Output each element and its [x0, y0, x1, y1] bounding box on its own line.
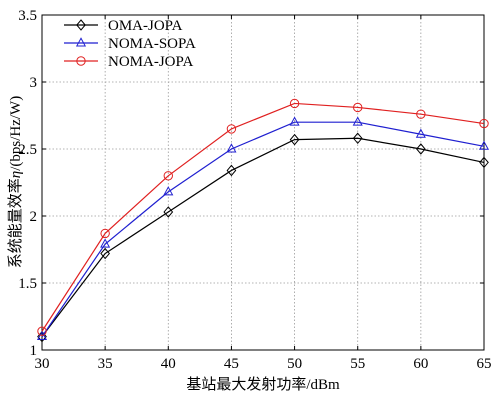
y-axis-title: 系统能量效率η/(bps/Hz/W): [7, 96, 24, 268]
y-axis-title-suffix: /(bps/Hz/W): [8, 96, 24, 171]
data-point-diamond: [479, 156, 489, 169]
x-tick-label: 60: [413, 356, 428, 372]
series-line: [41, 121, 485, 337]
data-point-triangle: [226, 143, 237, 153]
data-point-diamond: [100, 247, 110, 260]
x-tick-label: 35: [98, 356, 113, 372]
y-tick-label: 3: [30, 75, 38, 91]
grid: [42, 15, 484, 350]
data-point-triangle: [36, 330, 48, 341]
series: [36, 98, 490, 343]
data-point-circle: [353, 102, 363, 113]
x-axis-title: 基站最大发射功率/dBm: [186, 376, 340, 393]
data-point-circle: [76, 56, 86, 66]
data-point-diamond: [163, 206, 174, 218]
series-noma-jopa: [37, 98, 489, 336]
series-line: [41, 137, 485, 337]
y-tick-label: 2: [30, 209, 38, 225]
x-tick-label: 30: [35, 356, 50, 372]
legend-label: NOMA-JOPA: [108, 54, 193, 70]
legend-item: OMA-JOPA: [64, 18, 183, 34]
data-point-circle: [37, 326, 47, 336]
series-oma-jopa: [37, 132, 489, 343]
plot-frame: [41, 14, 485, 351]
y-tick-label: 1: [30, 343, 38, 359]
x-tick-label: 55: [350, 356, 365, 372]
data-point-circle: [289, 98, 300, 109]
data-point-triangle: [163, 186, 174, 196]
data-point-triangle: [352, 116, 363, 126]
data-point-circle: [226, 124, 237, 134]
data-point-circle: [416, 109, 426, 119]
x-tick-label: 50: [287, 356, 302, 372]
data-point-diamond: [416, 143, 426, 155]
y-axis-title-prefix: 系统能量效率: [7, 178, 24, 268]
data-point-triangle: [100, 238, 111, 248]
data-point-triangle: [75, 37, 87, 47]
legend-item: NOMA-SOPA: [64, 36, 196, 52]
series-line: [41, 102, 485, 332]
x-tick-label: 40: [161, 356, 176, 372]
data-point-circle: [100, 228, 110, 239]
data-point-circle: [163, 171, 173, 181]
data-point-diamond: [352, 132, 363, 145]
data-point-triangle: [415, 128, 426, 138]
ticks: 30 35 40 45 50 55 60 65 1 1.5 2 2.5 3 3.5: [18, 8, 491, 372]
data-point-diamond: [289, 133, 300, 146]
series-noma-sopa: [36, 116, 490, 341]
legend-item: NOMA-JOPA: [64, 54, 193, 70]
legend-label: NOMA-SOPA: [108, 36, 196, 52]
legend-label: OMA-JOPA: [108, 18, 183, 34]
legend: OMA-JOPA NOMA-SOPA NOMA-JOPA: [64, 18, 196, 70]
data-point-diamond: [76, 19, 86, 31]
y-tick-label: 2.5: [18, 142, 37, 158]
x-tick-label: 65: [477, 356, 492, 372]
y-tick-label: 3.5: [18, 8, 37, 24]
data-point-triangle: [289, 116, 300, 126]
y-tick-label: 1.5: [18, 276, 37, 292]
data-point-diamond: [226, 164, 237, 177]
y-axis-title-symbol: η: [8, 171, 24, 178]
data-point-circle: [479, 118, 489, 129]
x-tick-label: 45: [224, 356, 239, 372]
data-point-triangle: [478, 140, 490, 150]
